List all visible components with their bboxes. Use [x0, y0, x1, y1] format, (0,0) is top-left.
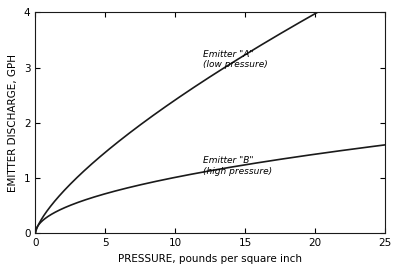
Y-axis label: EMITTER DISCHARGE, GPH: EMITTER DISCHARGE, GPH: [8, 54, 18, 192]
X-axis label: PRESSURE, pounds per square inch: PRESSURE, pounds per square inch: [118, 254, 302, 264]
Text: Emitter "B"
(high pressure): Emitter "B" (high pressure): [203, 156, 272, 175]
Text: Emitter "A"
(low pressure): Emitter "A" (low pressure): [203, 50, 268, 69]
